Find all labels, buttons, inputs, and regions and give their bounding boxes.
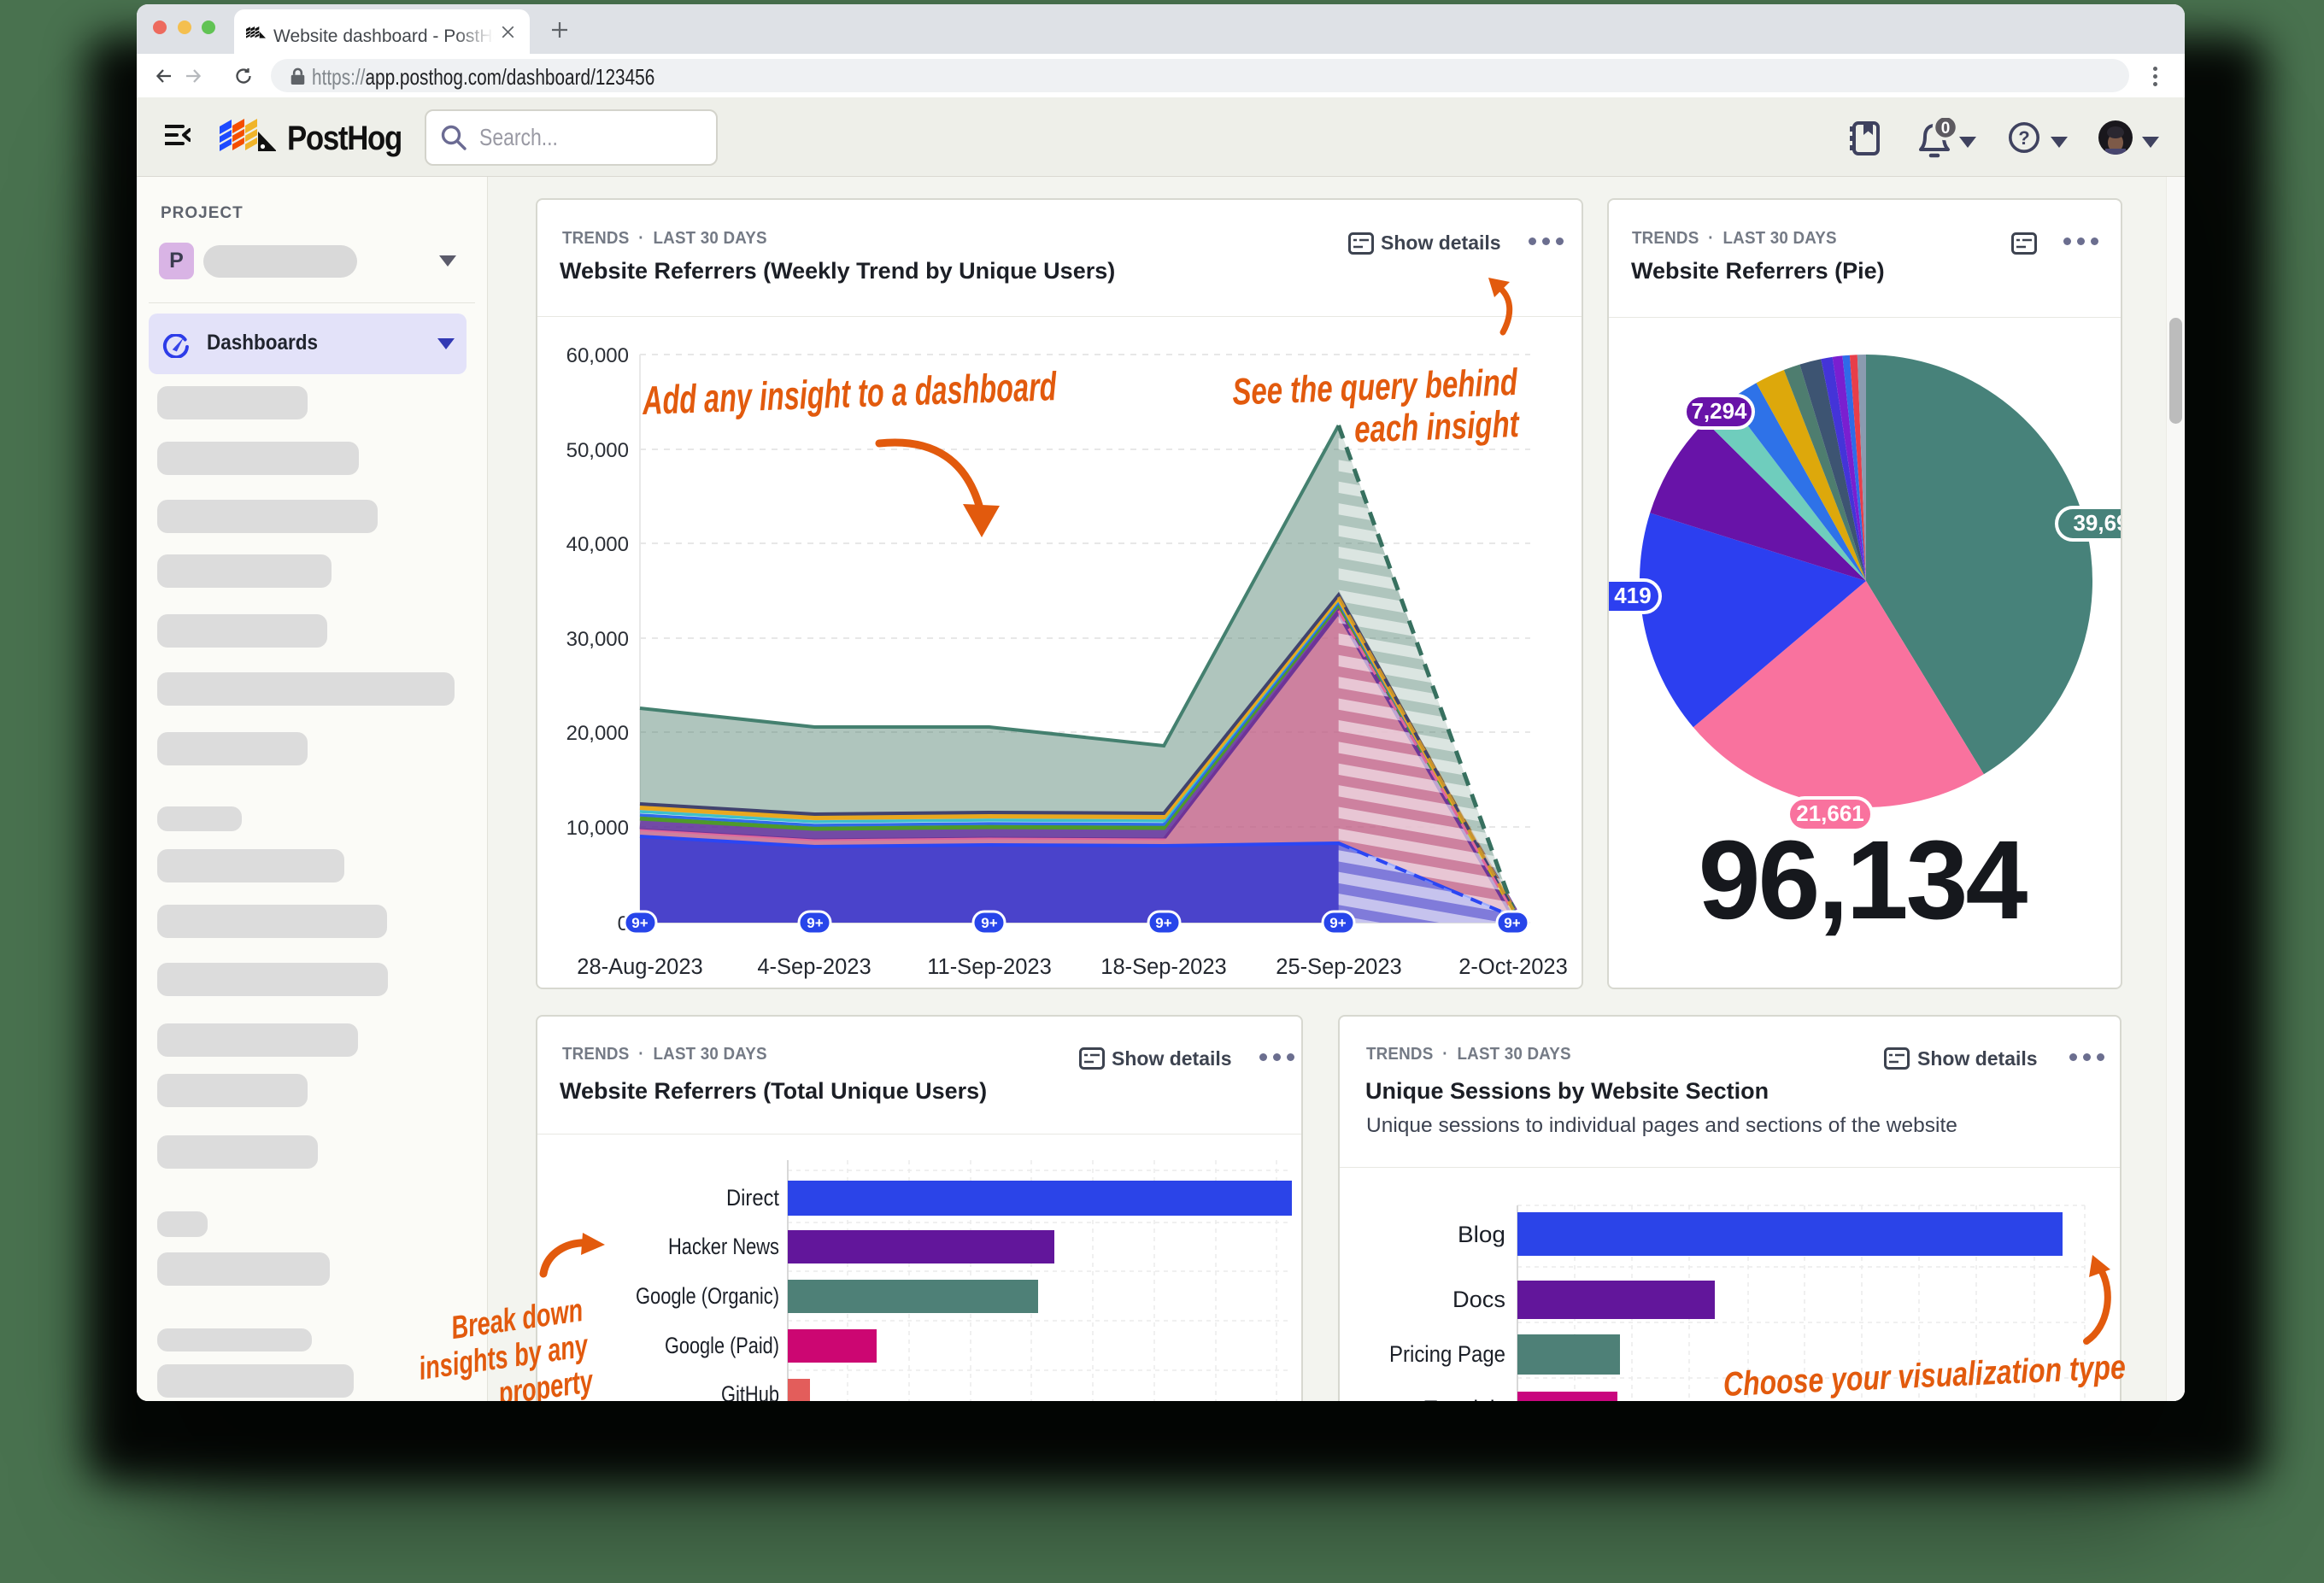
- svg-text:9+: 9+: [1155, 915, 1171, 931]
- svg-text:60,000: 60,000: [566, 344, 629, 367]
- svg-text:Pricing Page: Pricing Page: [1389, 1341, 1505, 1367]
- svg-text:18-Sep-2023: 18-Sep-2023: [1100, 955, 1226, 979]
- svg-text:?: ?: [2018, 127, 2029, 149]
- svg-text:10,000: 10,000: [566, 817, 629, 840]
- svg-text:Google (Organic): Google (Organic): [636, 1283, 779, 1309]
- svg-text:Google (Paid): Google (Paid): [665, 1333, 779, 1358]
- svg-text:0: 0: [1941, 120, 1951, 138]
- svg-text:50,000: 50,000: [566, 439, 629, 462]
- svg-text:Tutorials: Tutorials: [1424, 1396, 1505, 1401]
- svg-text:9+: 9+: [981, 915, 997, 931]
- svg-text:Hacker News: Hacker News: [668, 1234, 779, 1259]
- svg-text:21,661: 21,661: [1796, 800, 1864, 826]
- svg-text:9+: 9+: [807, 915, 823, 931]
- svg-text:GitHub: GitHub: [721, 1381, 779, 1401]
- svg-text:30,000: 30,000: [566, 628, 629, 651]
- svg-text:11-Sep-2023: 11-Sep-2023: [927, 955, 1052, 979]
- svg-text:Docs: Docs: [1452, 1287, 1505, 1312]
- svg-text:9+: 9+: [1329, 915, 1346, 931]
- svg-text:2-Oct-2023: 2-Oct-2023: [1458, 955, 1568, 979]
- svg-text:Blog: Blog: [1458, 1222, 1505, 1247]
- svg-text:28-Aug-2023: 28-Aug-2023: [577, 955, 702, 979]
- svg-text:25-Sep-2023: 25-Sep-2023: [1276, 955, 1401, 979]
- svg-text:4-Sep-2023: 4-Sep-2023: [757, 955, 871, 979]
- svg-text:Direct: Direct: [726, 1185, 779, 1211]
- svg-text:39,69: 39,69: [2073, 510, 2121, 536]
- svg-text:419: 419: [1614, 583, 1651, 608]
- svg-text:9+: 9+: [631, 915, 648, 931]
- svg-text:9+: 9+: [1504, 915, 1520, 931]
- svg-text:40,000: 40,000: [566, 533, 629, 556]
- svg-text:20,000: 20,000: [566, 722, 629, 745]
- svg-text:7,294: 7,294: [1691, 398, 1747, 424]
- svg-text:96,134: 96,134: [1699, 817, 2028, 942]
